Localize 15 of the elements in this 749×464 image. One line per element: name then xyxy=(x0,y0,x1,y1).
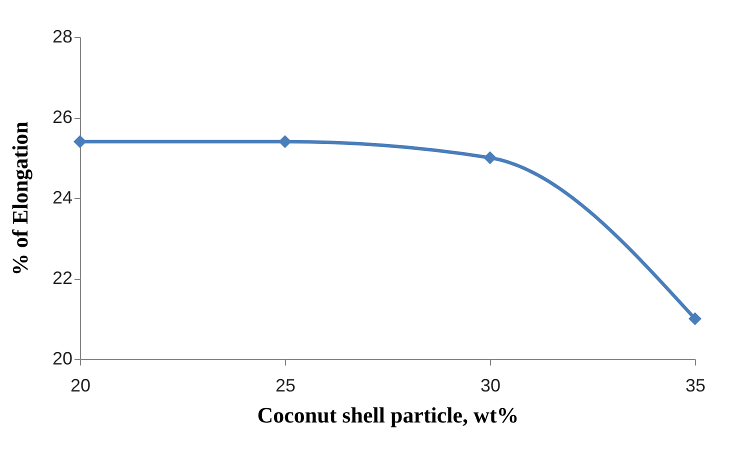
y-axis-title: % of Elongation xyxy=(7,121,32,276)
y-tick-label: 26 xyxy=(52,107,72,127)
point xyxy=(278,135,292,148)
point xyxy=(73,135,87,148)
x-axis-title: Coconut shell particle, wt% xyxy=(257,402,519,428)
y-tick-label: 24 xyxy=(52,188,72,208)
point xyxy=(483,151,497,164)
y-tick-label: 22 xyxy=(52,268,72,288)
point xyxy=(688,312,702,326)
x-tick-label: 25 xyxy=(275,376,296,396)
y-tick-label: 20 xyxy=(52,348,72,368)
x-tick-label: 20 xyxy=(70,376,91,396)
x-tick-label: 35 xyxy=(685,376,706,396)
y-tick-label: 28 xyxy=(52,26,72,46)
x-tick-label: 30 xyxy=(480,376,501,396)
